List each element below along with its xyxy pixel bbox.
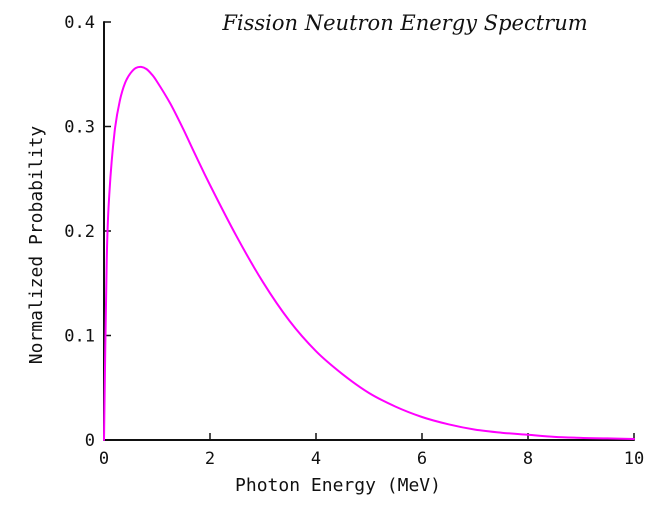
- y-axis-label: Normalized Probability: [26, 126, 47, 365]
- spectrum-line: [103, 65, 635, 441]
- x-tick-label: 2: [205, 449, 215, 469]
- x-tick-label: 10: [624, 449, 644, 469]
- x-tick-label: 4: [311, 449, 321, 469]
- series-layer: [103, 65, 635, 441]
- y-tick-label: 0.4: [64, 13, 95, 33]
- x-axis-ticks: 0 2 4 6 8 10: [99, 433, 644, 469]
- y-tick-label: 0: [85, 431, 95, 451]
- axes: [103, 21, 635, 441]
- x-axis-label: Photon Energy (MeV): [235, 475, 441, 496]
- y-tick-label: 0.1: [64, 327, 95, 347]
- chart-title: Fission Neutron Energy Spectrum: [221, 11, 587, 35]
- x-tick-label: 0: [99, 449, 109, 469]
- x-tick-label: 8: [523, 449, 533, 469]
- y-tick-label: 0.3: [64, 118, 95, 138]
- y-tick-label: 0.2: [64, 222, 95, 242]
- x-tick-label: 6: [417, 449, 427, 469]
